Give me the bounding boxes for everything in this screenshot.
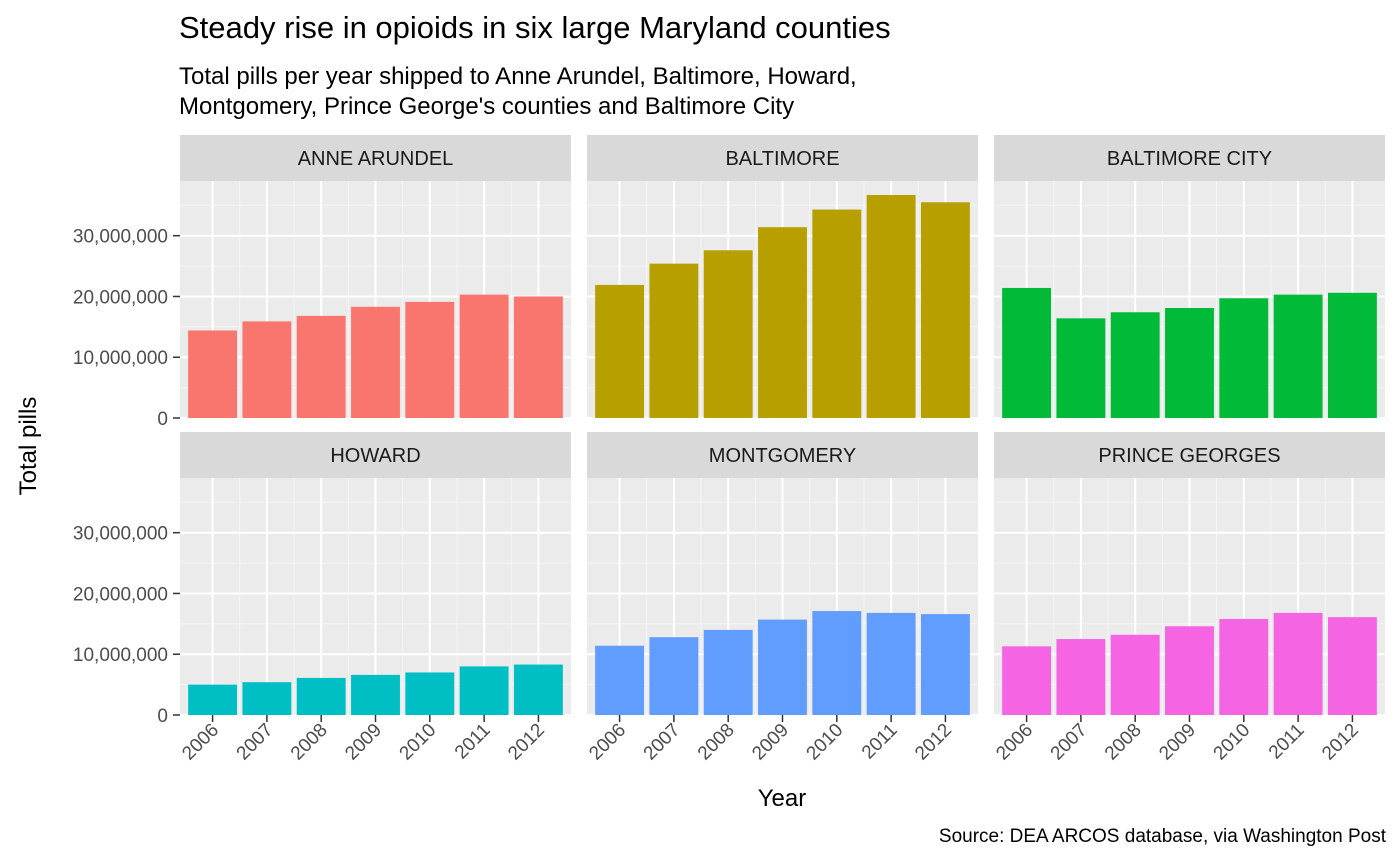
chart-title: Steady rise in opioids in six large Mary… bbox=[179, 10, 891, 45]
x-tick-label: 2009 bbox=[341, 720, 386, 765]
x-tick-label: 2006 bbox=[585, 720, 630, 765]
bar-baltimore-city-2007 bbox=[1056, 318, 1106, 418]
facet-label: ANNE ARUNDEL bbox=[298, 148, 454, 170]
facet-strip bbox=[180, 135, 571, 181]
facet-panel-anne-arundel: ANNE ARUNDEL 0 10,000,000 20,000,000 30,000,… bbox=[73, 135, 571, 430]
bar-howard-2006 bbox=[188, 684, 238, 715]
bar-anne-arundel-2011 bbox=[459, 294, 509, 418]
bar-anne-arundel-2010 bbox=[405, 301, 455, 418]
bar-anne-arundel-2007 bbox=[242, 321, 292, 418]
y-tick-label: 10,000,000 bbox=[73, 645, 168, 666]
x-axis-title: Year bbox=[758, 785, 807, 812]
bar-baltimore-city-2010 bbox=[1219, 298, 1269, 418]
x-tick-label: 2007 bbox=[640, 720, 685, 765]
facet-strip bbox=[994, 135, 1385, 181]
bar-howard-2010 bbox=[405, 672, 455, 715]
facet-label: HOWARD bbox=[330, 445, 420, 467]
chart-caption: Source: DEA ARCOS database, via Washingt… bbox=[938, 826, 1386, 847]
bar-montgomery-2006 bbox=[595, 645, 645, 715]
bar-baltimore-city-2012 bbox=[1327, 292, 1377, 418]
bar-baltimore-city-2009 bbox=[1165, 308, 1214, 418]
y-tick-label: 30,000,000 bbox=[73, 524, 168, 545]
bar-baltimore-2006 bbox=[595, 284, 645, 418]
bar-baltimore-2011 bbox=[866, 194, 916, 418]
bar-prince-georges-2007 bbox=[1056, 639, 1106, 715]
bar-baltimore-2008 bbox=[703, 250, 753, 418]
bar-baltimore-city-2008 bbox=[1110, 312, 1160, 418]
x-tick-label: 2008 bbox=[287, 720, 332, 765]
y-tick-label: 20,000,000 bbox=[73, 287, 168, 308]
x-tick-label: 2007 bbox=[1047, 720, 1092, 765]
facet-panel-baltimore-city: BALTIMORE CITY bbox=[994, 135, 1385, 419]
bar-baltimore-city-2006 bbox=[1002, 287, 1052, 418]
bar-howard-2011 bbox=[459, 666, 509, 715]
x-tick-label: 2006 bbox=[992, 720, 1037, 765]
x-tick-label: 2006 bbox=[178, 720, 223, 765]
bar-baltimore-2007 bbox=[649, 263, 699, 418]
bar-montgomery-2007 bbox=[649, 637, 699, 715]
x-tick-label: 2008 bbox=[694, 720, 739, 765]
bar-prince-georges-2011 bbox=[1273, 612, 1323, 715]
x-tick-label: 2011 bbox=[1265, 720, 1309, 764]
x-tick-label: 2011 bbox=[858, 720, 902, 764]
x-tick-label: 2012 bbox=[911, 720, 956, 765]
bar-howard-2009 bbox=[351, 674, 400, 715]
bar-prince-georges-2008 bbox=[1110, 634, 1160, 715]
bar-baltimore-2012 bbox=[920, 202, 970, 418]
facet-panel-montgomery: MONTGOMERY 2006 2007 2008 2009 2010 2011 2012 bbox=[585, 432, 978, 764]
facet-panel-baltimore: BALTIMORE bbox=[587, 135, 978, 419]
bar-baltimore-2010 bbox=[812, 209, 862, 418]
bar-montgomery-2010 bbox=[812, 611, 862, 715]
y-axis-title: Total pills bbox=[15, 397, 42, 496]
bar-montgomery-2012 bbox=[920, 614, 970, 715]
facet-label: BALTIMORE CITY bbox=[1107, 148, 1272, 170]
bar-baltimore-2009 bbox=[758, 227, 807, 418]
bar-anne-arundel-2006 bbox=[188, 330, 238, 418]
bar-montgomery-2009 bbox=[758, 619, 807, 715]
y-tick-label: 0 bbox=[157, 409, 168, 430]
bar-howard-2007 bbox=[242, 682, 292, 715]
subtitle-line-1: Total pills per year shipped to Anne Aru… bbox=[179, 63, 857, 90]
bar-montgomery-2011 bbox=[866, 612, 916, 715]
x-tick-label: 2007 bbox=[233, 720, 278, 765]
y-tick-label: 30,000,000 bbox=[73, 227, 168, 248]
x-tick-label: 2009 bbox=[1155, 720, 1200, 765]
chart-subtitle: Total pills per year shipped to Anne Aru… bbox=[179, 62, 857, 122]
facet-strip bbox=[180, 432, 571, 478]
bar-anne-arundel-2008 bbox=[296, 315, 346, 418]
facet-strip bbox=[994, 432, 1385, 478]
bar-prince-georges-2012 bbox=[1327, 617, 1377, 715]
bar-baltimore-city-2011 bbox=[1273, 294, 1323, 418]
bar-howard-2012 bbox=[513, 664, 563, 715]
x-tick-label: 2008 bbox=[1101, 720, 1146, 765]
x-tick-label: 2011 bbox=[451, 720, 495, 764]
x-tick-label: 2010 bbox=[1210, 720, 1255, 765]
subtitle-line-2: Montgomery, Prince George's counties and… bbox=[179, 93, 795, 120]
x-tick-label: 2009 bbox=[748, 720, 793, 765]
y-tick-label: 10,000,000 bbox=[73, 348, 168, 369]
x-tick-label: 2010 bbox=[803, 720, 848, 765]
facet-panel-prince-georges: PRINCE GEORGES 2006 2007 2008 2009 2010 2011 20… bbox=[992, 432, 1385, 764]
bar-prince-georges-2009 bbox=[1165, 626, 1214, 715]
y-tick-label: 0 bbox=[157, 706, 168, 727]
x-tick-label: 2012 bbox=[1318, 720, 1363, 765]
facet-panel-howard: HOWARD 0 10,000,000 20,000,000 30,000,000 200… bbox=[73, 432, 571, 764]
bar-anne-arundel-2012 bbox=[513, 296, 563, 418]
bar-prince-georges-2010 bbox=[1219, 618, 1269, 715]
bar-prince-georges-2006 bbox=[1002, 646, 1052, 715]
bar-anne-arundel-2009 bbox=[351, 306, 400, 418]
facet-strip bbox=[587, 135, 978, 181]
facet-label: BALTIMORE bbox=[725, 148, 839, 170]
facet-strip bbox=[587, 432, 978, 478]
facet-label: MONTGOMERY bbox=[709, 445, 856, 467]
bar-montgomery-2008 bbox=[703, 629, 753, 715]
x-tick-label: 2010 bbox=[396, 720, 441, 765]
facet-label: PRINCE GEORGES bbox=[1098, 445, 1280, 467]
x-tick-label: 2012 bbox=[504, 720, 549, 765]
bar-howard-2008 bbox=[296, 677, 346, 715]
y-tick-label: 20,000,000 bbox=[73, 584, 168, 605]
